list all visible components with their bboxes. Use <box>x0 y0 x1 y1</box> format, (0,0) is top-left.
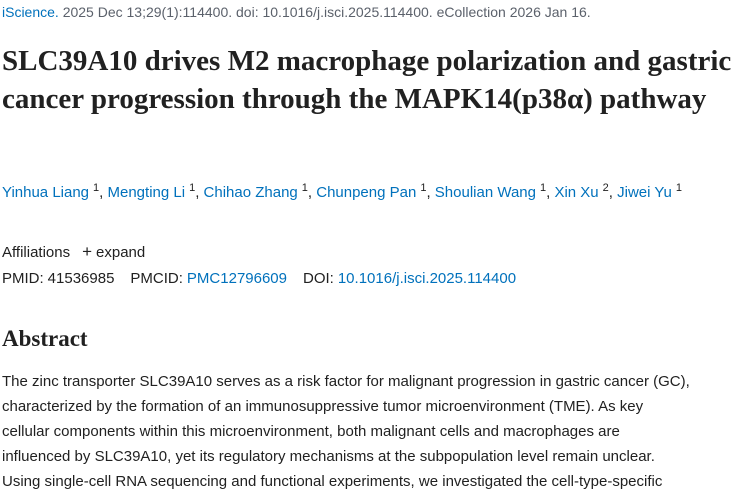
identifier: DOI: 10.1016/j.isci.2025.114400 <box>303 270 516 287</box>
affiliation-number[interactable]: 1 <box>539 182 547 194</box>
abstract-line: cellular components within this microenv… <box>2 423 620 440</box>
expand-toggle[interactable]: expand <box>96 244 146 261</box>
identifiers: PMID: 41536985 PMCID: PMC12796609 DOI: 10.101… <box>2 270 532 287</box>
citation-details: 2025 Dec 13;29(1):114400. doi: 10.1016/j… <box>62 4 591 20</box>
author-list: Yinhua Liang 1, Mengting Li 1, Chihao Zhan… <box>2 176 742 205</box>
author-name[interactable]: Shoulian Wang <box>434 184 536 201</box>
separator: , <box>195 184 200 201</box>
identifier-value: 41536985 <box>47 270 115 287</box>
identifier-label: PMCID: <box>130 270 183 287</box>
author-name[interactable]: Yinhua Liang <box>2 184 90 201</box>
author: Xin Xu 2, <box>554 182 613 201</box>
author-name[interactable]: Chunpeng Pan <box>316 184 417 201</box>
abstract-text: The zinc transporter SLC39A10 serves as … <box>2 369 690 494</box>
affiliation-number[interactable]: 1 <box>93 182 100 194</box>
separator: , <box>99 184 104 201</box>
abstract-line: The zinc transporter SLC39A10 serves as … <box>2 373 690 390</box>
identifier-value[interactable]: 10.1016/j.isci.2025.114400 <box>337 270 517 287</box>
citation: iScience. 2025 Dec 13;29(1):114400. doi:… <box>2 4 591 20</box>
abstract-heading: Abstract <box>2 326 88 351</box>
author: Shoulian Wang 1, <box>434 182 551 201</box>
abstract-line: characterized by the formation of an imm… <box>2 398 644 415</box>
abstract-line: Using single-cell RNA sequencing and fun… <box>2 473 663 490</box>
identifier-label: PMID: <box>2 270 44 287</box>
identifier: PMCID: PMC12796609 <box>130 270 287 287</box>
author: Chihao Zhang 1, <box>203 182 313 201</box>
affiliation-number[interactable]: 1 <box>420 182 427 194</box>
expand-icon[interactable]: + <box>82 242 93 261</box>
article-title: SLC39A10 drives M2 macrophage polarizati… <box>2 45 732 115</box>
affiliation-number[interactable]: 1 <box>301 182 308 194</box>
abstract-line: influenced by SLC39A10, yet its regulato… <box>2 448 655 465</box>
separator: , <box>608 184 613 201</box>
separator: , <box>426 184 431 201</box>
author-name[interactable]: Chihao Zhang <box>203 184 298 201</box>
affiliations: Affiliations + expand <box>2 242 145 262</box>
author: Chunpeng Pan 1, <box>316 182 431 201</box>
identifier-value[interactable]: PMC12796609 <box>186 270 287 287</box>
author-name[interactable]: Xin Xu <box>554 184 599 201</box>
affiliation-number[interactable]: 1 <box>675 182 683 194</box>
author-name[interactable]: Jiwei Yu <box>617 184 672 201</box>
affiliations-label: Affiliations <box>2 244 71 261</box>
journal-link[interactable]: iScience. <box>2 4 59 20</box>
author: Jiwei Yu 1 <box>617 182 683 201</box>
affiliation-number[interactable]: 1 <box>189 182 196 194</box>
identifier: PMID: 41536985 <box>2 270 114 287</box>
author: Mengting Li 1, <box>107 182 200 201</box>
affiliation-number[interactable]: 2 <box>602 182 609 194</box>
separator: , <box>546 184 551 201</box>
separator: , <box>307 184 313 201</box>
identifier-label: DOI: <box>303 270 334 287</box>
author-name[interactable]: Mengting Li <box>107 184 186 201</box>
author: Yinhua Liang 1, <box>2 182 104 201</box>
